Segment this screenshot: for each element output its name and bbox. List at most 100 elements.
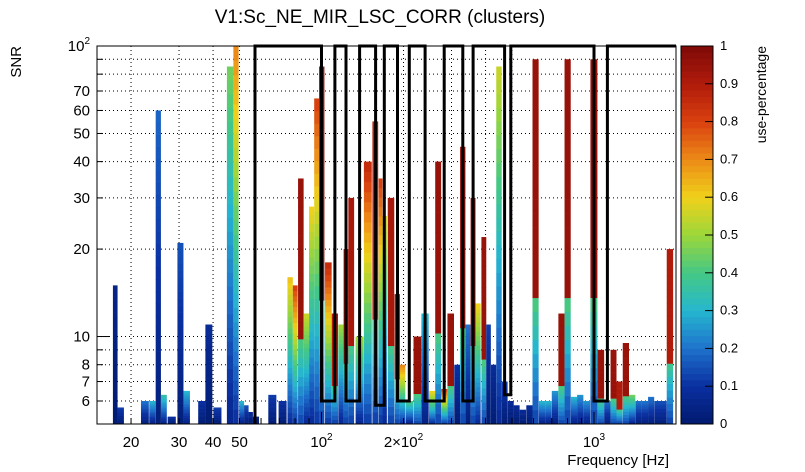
heatmap-cell: [551, 420, 559, 422]
heatmap-cell: [387, 363, 395, 373]
heatmap-cell: [405, 411, 414, 413]
heatmap-cell: [309, 223, 315, 232]
heatmap-cell: [435, 403, 442, 415]
heatmap-cell: [244, 413, 249, 415]
heatmap-cell: [435, 161, 442, 173]
heatmap-cell: [454, 408, 461, 411]
heatmap-cell: [616, 409, 623, 412]
heatmap-cell: [635, 414, 642, 416]
heatmap-cell: [564, 73, 571, 88]
heatmap-cell: [641, 407, 649, 409]
heatmap-cell: [519, 411, 527, 413]
heatmap-cell: [583, 415, 591, 417]
heatmap-cell: [604, 417, 611, 419]
heatmap-cell: [475, 377, 481, 383]
heatmap-cell: [348, 328, 355, 338]
heatmap-cell: [447, 322, 454, 327]
heatmap-cell: [325, 392, 332, 400]
heatmap-cell: [513, 411, 520, 413]
heatmap-cell: [149, 414, 156, 416]
heatmap-cell: [213, 419, 222, 421]
heatmap-cell: [545, 406, 552, 408]
heatmap-cell: [641, 416, 649, 418]
heatmap-cell: [233, 176, 239, 192]
heatmap-cell: [654, 417, 661, 419]
heatmap-cell: [538, 418, 546, 420]
heatmap-cell: [149, 422, 156, 424]
heatmap-cell: [183, 401, 190, 403]
heatmap-cell: [387, 328, 395, 338]
heatmap-cell: [604, 412, 611, 414]
heatmap-cell: [226, 286, 234, 301]
heatmap-cell: [205, 416, 213, 421]
heatmap-cell: [112, 312, 118, 318]
heatmap-cell: [597, 409, 605, 413]
heatmap-cell: [268, 418, 277, 420]
heatmap-cell: [513, 421, 520, 423]
heatmap-cell: [564, 353, 571, 369]
heatmap-cell: [441, 421, 448, 423]
heatmap-cell: [183, 406, 190, 408]
heatmap-cell: [387, 415, 395, 425]
x-tick-label: 40: [205, 434, 222, 451]
heatmap-cell: [363, 373, 372, 384]
heatmap-cell: [507, 404, 514, 406]
heatmap-cell: [577, 413, 584, 416]
heatmap-cell: [298, 235, 304, 245]
heatmap-cell: [387, 276, 395, 286]
heatmap-cell: [660, 422, 667, 424]
heatmap-cell: [577, 409, 584, 411]
heatmap-cell: [413, 346, 422, 351]
heatmap-cell: [244, 416, 249, 418]
heatmap-cell: [519, 421, 527, 423]
heatmap-cell: [303, 373, 309, 378]
heatmap-cell: [513, 413, 520, 415]
heatmap-cell: [183, 402, 190, 404]
heatmap-cell: [532, 171, 539, 186]
heatmap-cell: [287, 344, 293, 351]
heatmap-cell: [387, 197, 395, 207]
heatmap-cell: [429, 397, 436, 399]
heatmap-cell: [654, 403, 661, 405]
colorbar-tick-label: 0.9: [720, 76, 738, 91]
heatmap-cell: [666, 403, 674, 411]
heatmap-cell: [213, 413, 222, 415]
heatmap-cell: [378, 329, 383, 340]
heatmap-cell: [622, 392, 630, 397]
heatmap-cell: [465, 389, 471, 394]
heatmap-cell: [597, 364, 605, 368]
heatmap-cell: [413, 376, 422, 381]
heatmap-cell: [378, 282, 383, 293]
heatmap-cell: [610, 409, 617, 413]
heatmap-cell: [519, 412, 527, 414]
heatmap-cell: [538, 411, 546, 413]
heatmap-cell: [545, 401, 552, 404]
heatmap-cell: [435, 262, 442, 273]
heatmap-cell: [387, 206, 395, 216]
heatmap-cell: [226, 231, 234, 246]
heatmap-cell: [481, 330, 487, 339]
heatmap-cell: [363, 282, 372, 294]
heatmap-cell: [570, 420, 578, 423]
heatmap-cell: [183, 416, 190, 418]
heatmap-cell: [666, 316, 674, 324]
heatmap-cell: [413, 373, 422, 378]
heatmap-cell: [519, 417, 527, 419]
heatmap-cell: [399, 382, 406, 386]
heatmap-cell: [583, 419, 591, 421]
heatmap-cell: [303, 356, 309, 361]
heatmap-cell: [303, 415, 309, 421]
heatmap-cell: [660, 406, 667, 408]
heatmap-cell: [303, 351, 309, 357]
heatmap-cell: [363, 353, 372, 364]
heatmap-cell: [309, 415, 315, 425]
heatmap-cell: [248, 415, 253, 417]
heatmap-cell: [666, 282, 674, 290]
heatmap-cell: [394, 414, 400, 420]
heatmap-cell: [413, 417, 422, 421]
colorbar-segment: [681, 121, 713, 129]
x-tick-label: 2×102: [384, 432, 424, 451]
heatmap-cell: [622, 402, 630, 406]
heatmap-cell: [325, 411, 332, 419]
heatmap-cell: [641, 410, 649, 412]
